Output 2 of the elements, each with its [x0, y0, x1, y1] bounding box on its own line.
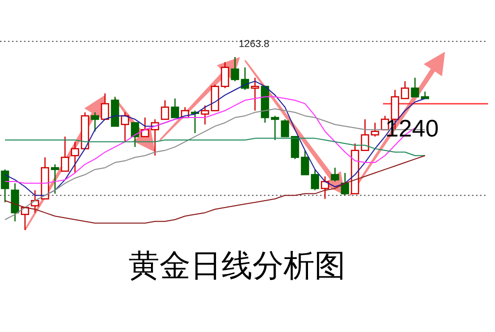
- text: 1263.8: [238, 39, 270, 50]
- text: 黄金日线分析图: [128, 248, 346, 284]
